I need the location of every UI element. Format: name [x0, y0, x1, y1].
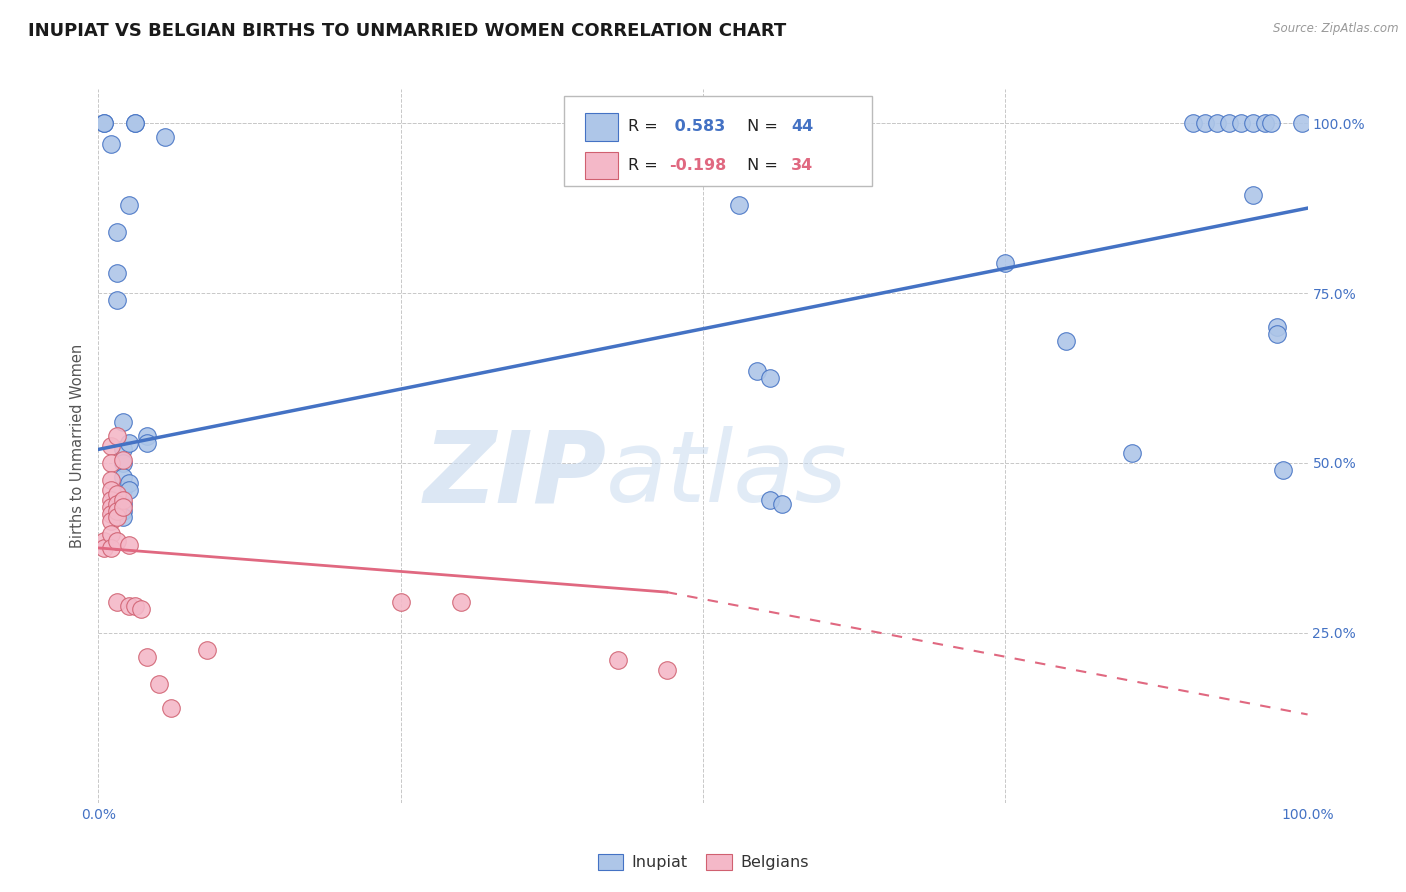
FancyBboxPatch shape [585, 152, 619, 179]
Point [111, 510, 134, 524]
Point [100, 527, 122, 541]
Point [100, 456, 122, 470]
Point [111, 483, 134, 498]
Point [153, 129, 176, 144]
Legend: Inupiat, Belgians: Inupiat, Belgians [591, 848, 815, 877]
Point [118, 435, 141, 450]
Point [105, 497, 128, 511]
Point [148, 677, 170, 691]
Text: INUPIAT VS BELGIAN BIRTHS TO UNMARRIED WOMEN CORRELATION CHART: INUPIAT VS BELGIAN BIRTHS TO UNMARRIED W… [28, 22, 786, 40]
Point [770, 497, 793, 511]
Point [100, 541, 122, 555]
Point [105, 429, 128, 443]
Point [1241, 116, 1264, 130]
Text: atlas: atlas [606, 426, 848, 523]
Text: R =: R = [628, 158, 662, 173]
Point [105, 486, 128, 500]
Point [118, 483, 141, 498]
Point [124, 116, 146, 130]
Point [728, 198, 751, 212]
Text: ZIP: ZIP [423, 426, 606, 523]
Point [1206, 116, 1229, 130]
Point [1267, 326, 1289, 341]
Point [111, 469, 134, 483]
Point [135, 429, 157, 443]
Point [758, 493, 780, 508]
Point [135, 649, 157, 664]
Text: N =: N = [742, 158, 783, 173]
Point [100, 493, 122, 508]
Point [607, 653, 630, 667]
Text: R =: R = [628, 120, 662, 135]
Point [111, 415, 134, 429]
FancyBboxPatch shape [585, 113, 619, 141]
Point [1230, 116, 1253, 130]
Point [100, 483, 122, 498]
Point [111, 493, 134, 508]
Point [1267, 320, 1289, 334]
Point [1254, 116, 1277, 130]
Point [1291, 116, 1313, 130]
Point [111, 456, 134, 470]
Point [100, 473, 122, 487]
Point [747, 364, 769, 378]
Point [655, 663, 678, 677]
Point [93, 116, 115, 130]
Text: 0.583: 0.583 [669, 120, 725, 135]
Point [105, 534, 128, 549]
Point [105, 595, 128, 609]
Point [1272, 463, 1295, 477]
Point [160, 700, 183, 714]
Point [1121, 446, 1143, 460]
Point [118, 476, 141, 491]
Point [124, 116, 146, 130]
Point [135, 435, 157, 450]
Point [1054, 334, 1077, 348]
Point [124, 599, 146, 613]
Point [100, 439, 122, 453]
Point [389, 595, 412, 609]
Point [118, 198, 141, 212]
Point [100, 507, 122, 521]
Text: -0.198: -0.198 [669, 158, 727, 173]
Point [195, 643, 218, 657]
Point [111, 442, 134, 457]
Point [1241, 187, 1264, 202]
Text: 44: 44 [792, 120, 814, 135]
Text: 34: 34 [792, 158, 814, 173]
Point [118, 599, 141, 613]
Point [758, 371, 780, 385]
Point [994, 255, 1017, 269]
Text: N =: N = [742, 120, 783, 135]
FancyBboxPatch shape [564, 96, 872, 186]
Point [111, 497, 134, 511]
Point [105, 266, 128, 280]
Point [111, 500, 134, 515]
Point [105, 293, 128, 307]
Point [129, 602, 152, 616]
Point [93, 534, 115, 549]
Point [1218, 116, 1240, 130]
Point [105, 510, 128, 524]
Point [1260, 116, 1282, 130]
Y-axis label: Births to Unmarried Women: Births to Unmarried Women [70, 344, 86, 548]
Point [105, 225, 128, 239]
Point [118, 537, 141, 551]
Point [450, 595, 472, 609]
Point [100, 500, 122, 515]
Text: Source: ZipAtlas.com: Source: ZipAtlas.com [1274, 22, 1399, 36]
Point [105, 503, 128, 517]
Point [93, 541, 115, 555]
Point [93, 116, 115, 130]
Point [111, 503, 134, 517]
Point [100, 514, 122, 528]
Point [1194, 116, 1216, 130]
Point [111, 452, 134, 467]
Point [100, 136, 122, 151]
Point [1181, 116, 1204, 130]
